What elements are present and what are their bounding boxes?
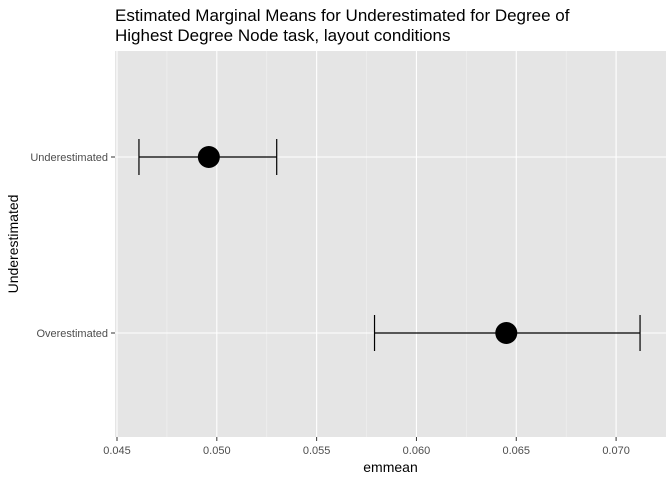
emmean-point	[197, 146, 220, 168]
x-tick-label: 0.070	[602, 445, 630, 457]
y-tick-label: Underestimated	[30, 152, 108, 164]
x-tick-label: 0.065	[503, 445, 531, 457]
axes: 0.045 0.050 0.055 0.060 0.065 0.070 Underestim…	[30, 152, 630, 457]
x-tick-label: 0.050	[203, 445, 231, 457]
chart-title-line-1: Estimated Marginal Means for Underestima…	[115, 6, 570, 25]
y-tick-label: Overestimated	[36, 328, 108, 340]
emmean-point	[495, 322, 518, 344]
plot-panel	[115, 51, 666, 437]
y-axis-title: Underestimated	[5, 195, 21, 294]
data-layer	[138, 139, 641, 351]
x-axis-title: emmean	[363, 459, 417, 475]
chart-title-line-2: Highest Degree Node task, layout conditi…	[115, 26, 450, 45]
x-tick-label: 0.055	[303, 445, 331, 457]
x-tick-label: 0.045	[103, 445, 131, 457]
x-tick-label: 0.060	[403, 445, 431, 457]
